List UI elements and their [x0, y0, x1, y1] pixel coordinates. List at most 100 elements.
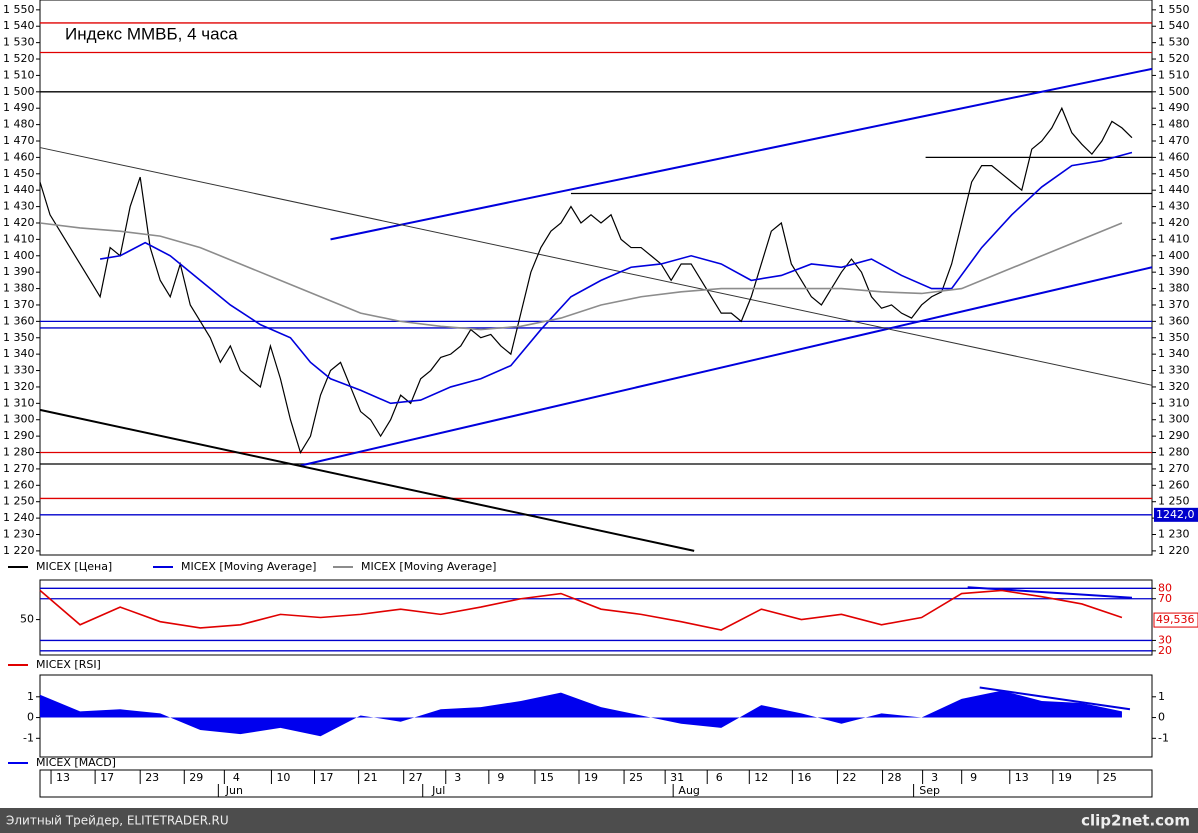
y-tick-label: 1 250 — [3, 495, 35, 508]
y-tick-label: -1 — [1158, 731, 1169, 744]
y-tick-label: 1 420 — [1158, 216, 1190, 229]
x-tick-label: 17 — [100, 771, 114, 784]
y-tick-label: 1 360 — [1158, 314, 1190, 327]
month-label: Jul — [431, 784, 445, 797]
y-tick-label: 1 460 — [1158, 150, 1190, 163]
trend-line — [330, 67, 1153, 241]
y-tick-label: 1 — [1158, 690, 1165, 703]
x-tick-label: 19 — [1058, 771, 1072, 784]
y-tick-label: 1 260 — [3, 478, 35, 491]
x-tick-label: 13 — [56, 771, 70, 784]
y-tick-label: -1 — [23, 731, 34, 744]
y-tick-label: 1 530 — [3, 36, 35, 49]
y-tick-label: 1 280 — [1158, 446, 1190, 459]
series-line — [99, 151, 1133, 405]
x-tick-label: 9 — [497, 771, 504, 784]
x-tick-label: 4 — [233, 771, 240, 784]
y-tick-label: 1 310 — [1158, 396, 1190, 409]
y-tick-label: 1 230 — [3, 528, 35, 541]
y-tick-label: 1 500 — [3, 85, 35, 98]
y-tick-label: 1 480 — [1158, 118, 1190, 131]
y-tick-label: 1 340 — [3, 347, 35, 360]
y-tick-label: 1 430 — [1158, 200, 1190, 213]
x-tick-label: 23 — [145, 771, 159, 784]
x-tick-label: 28 — [888, 771, 902, 784]
series-line — [39, 589, 1123, 631]
footer-brand: clip2net.com — [1081, 812, 1190, 830]
trend-line — [39, 408, 695, 552]
y-tick-label: 1 — [27, 690, 34, 703]
y-tick-label: 1 440 — [3, 183, 35, 196]
y-tick-label: 1 530 — [1158, 36, 1190, 49]
trend-line — [979, 686, 1131, 711]
legend-label: MICEX [RSI] — [36, 658, 101, 671]
legend-label: MICEX [MACD] — [36, 756, 116, 769]
x-tick-label: 16 — [797, 771, 811, 784]
legend-label: MICEX [Moving Average] — [181, 560, 316, 573]
y-tick-label: 1 540 — [1158, 19, 1190, 32]
y-tick-label: 1 330 — [1158, 364, 1190, 377]
footer-text: Элитный Трейдер, ELITETRADER.RU — [6, 814, 229, 828]
footer-bar — [0, 808, 1198, 833]
y-tick-label: 1 240 — [3, 511, 35, 524]
y-tick-label: 80 — [1158, 581, 1172, 594]
x-tick-label: 13 — [1015, 771, 1029, 784]
y-tick-label: 1 400 — [3, 249, 35, 262]
trend-line — [300, 266, 1153, 467]
y-tick-label: 1 300 — [1158, 413, 1190, 426]
month-label: Sep — [919, 784, 940, 797]
y-tick-label: 1 340 — [1158, 347, 1190, 360]
y-tick-label: 1 260 — [1158, 478, 1190, 491]
y-tick-label: 1 410 — [1158, 232, 1190, 245]
y-tick-label: 1 270 — [3, 462, 35, 475]
y-tick-label: 1 350 — [1158, 331, 1190, 344]
x-tick-label: 29 — [189, 771, 203, 784]
y-tick-label: 1 320 — [3, 380, 35, 393]
y-tick-label: 1 310 — [3, 396, 35, 409]
x-tick-label: 9 — [970, 771, 977, 784]
y-tick-label: 1 550 — [3, 3, 35, 16]
y-tick-label: 1 500 — [1158, 85, 1190, 98]
series-line — [39, 106, 1133, 454]
y-tick-label: 1 450 — [3, 167, 35, 180]
x-tick-label: 3 — [454, 771, 461, 784]
x-tick-label: 19 — [584, 771, 598, 784]
x-tick-label: 25 — [1103, 771, 1117, 784]
y-tick-label: 30 — [1158, 633, 1172, 646]
y-tick-label: 1 430 — [3, 200, 35, 213]
x-tick-label: 10 — [276, 771, 290, 784]
y-tick-label: 1 270 — [1158, 462, 1190, 475]
last-value-box — [1153, 612, 1198, 628]
date-axis — [39, 769, 1153, 798]
x-tick-label: 27 — [409, 771, 423, 784]
y-tick-label: 1 520 — [1158, 52, 1190, 65]
y-tick-label: 1 510 — [3, 68, 35, 81]
macd-area — [40, 690, 1122, 737]
y-tick-label: 1 490 — [1158, 101, 1190, 114]
y-tick-label: 1 380 — [3, 282, 35, 295]
y-tick-label: 1 460 — [3, 150, 35, 163]
y-tick-label: 1 470 — [3, 134, 35, 147]
y-tick-label: 1 550 — [1158, 3, 1190, 16]
trend-line — [967, 586, 1133, 599]
y-tick-label: 1 440 — [1158, 183, 1190, 196]
level-label-box — [1154, 507, 1198, 522]
y-tick-label: 50 — [20, 613, 34, 626]
level-label: 1242,0 — [1156, 508, 1195, 521]
x-tick-label: 3 — [931, 771, 938, 784]
y-tick-label: 1 360 — [3, 314, 35, 327]
legend-label: MICEX [Цена] — [36, 560, 112, 573]
y-tick-label: 1 410 — [3, 232, 35, 245]
month-label: Aug — [678, 784, 699, 797]
y-tick-label: 1 320 — [1158, 380, 1190, 393]
y-tick-label: 1 470 — [1158, 134, 1190, 147]
y-tick-label: 1 220 — [3, 544, 35, 557]
y-tick-label: 1 350 — [3, 331, 35, 344]
y-tick-label: 1 300 — [3, 413, 35, 426]
y-tick-label: 1 490 — [3, 101, 35, 114]
series-line — [39, 222, 1123, 331]
y-tick-label: 20 — [1158, 644, 1172, 657]
y-tick-label: 1 400 — [1158, 249, 1190, 262]
last-value: 49,536 — [1156, 613, 1195, 626]
